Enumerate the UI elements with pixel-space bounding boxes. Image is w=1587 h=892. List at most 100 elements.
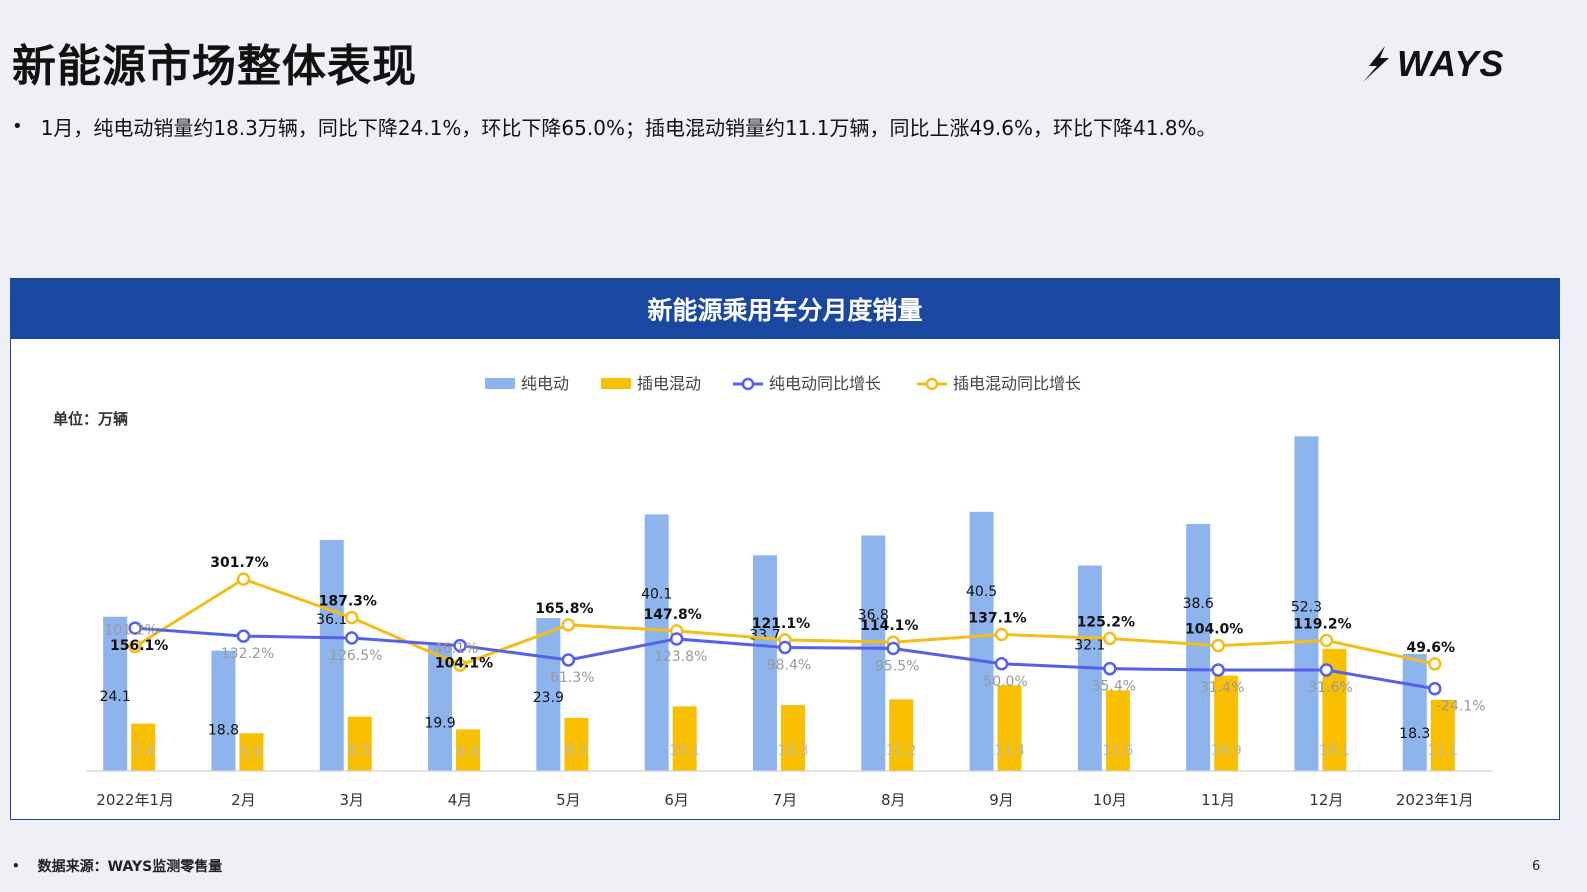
ways-logo: WAYS: [1355, 42, 1504, 86]
bev-growth-label-2: 126.5%: [329, 648, 382, 664]
bev-growth-label-4: 61.3%: [550, 670, 594, 686]
line-phev-growth-marker-3: [453, 658, 467, 672]
bar-phev-label-7: 11.2: [886, 743, 917, 759]
legend-label-1: 插电混动: [637, 374, 701, 393]
line-bev-growth-marker-10: [1211, 663, 1225, 677]
bar-bev-label-7: 36.8: [858, 607, 889, 623]
bar-bev-label-10: 38.6: [1183, 596, 1214, 612]
x-tick-label-8: 9月: [989, 791, 1014, 809]
bar-phev-0: [131, 723, 156, 771]
bar-phev-2: [347, 716, 372, 771]
bev-growth-label-11: 31.6%: [1308, 680, 1352, 696]
bar-bev-label-12: 18.3: [1399, 726, 1430, 742]
bev-growth-label-5: 123.8%: [654, 649, 707, 665]
chart-panel: 单位：万辆 纯电动 插电混动 纯电动同比增长 插电混动同比增长 2022年1月 2月 3月 4月…: [10, 278, 1560, 820]
bar-phev-6: [780, 705, 805, 771]
x-tick-label-9: 10月: [1093, 791, 1127, 809]
bar-phev-8: [997, 685, 1022, 771]
bar-bev-11: [1294, 436, 1319, 771]
bar-phev-label-10: 14.9: [1211, 743, 1242, 759]
bar-phev-label-0: 7.4: [132, 744, 154, 760]
line-phev-growth-marker-4: [561, 618, 576, 632]
bar-phev-3: [456, 729, 481, 771]
bar-bev-10: [1186, 523, 1211, 771]
bar-phev-4: [564, 717, 589, 771]
summary-text: 1月，纯电动销量约18.3万辆，同比下降24.1%，环比下降65.0%；插电混动…: [40, 116, 1217, 140]
sales-chart: 单位：万辆 纯电动 插电混动 纯电动同比增长 插电混动同比增长 2022年1月 2月 3月 4月…: [53, 374, 1493, 809]
bar-phev-label-9: 12.6: [1102, 743, 1133, 759]
phev-growth-label-11: 119.2%: [1293, 616, 1351, 632]
bev-growth-label-7: 95.5%: [875, 658, 919, 674]
x-tick-label-11: 12月: [1309, 791, 1343, 809]
bar-bev-label-8: 40.5: [966, 584, 997, 600]
bar-phev-label-8: 13.4: [994, 743, 1025, 759]
x-tick-label-12: 2023年1月: [1396, 791, 1474, 809]
legend-label-3: 插电混动同比增长: [953, 374, 1081, 393]
line-phev-growth-marker-1: [236, 572, 251, 586]
bar-bev-4: [536, 618, 561, 771]
line-bev-growth-marker-11: [1319, 663, 1334, 677]
x-tick-label-5: 6月: [664, 791, 689, 809]
page-title: 新能源市场整体表现: [12, 41, 417, 92]
line-phev-growth-marker-8: [994, 627, 1009, 642]
line-bev-growth-marker-8: [994, 657, 1009, 671]
source-text: 数据来源：WAYS监测零售量: [37, 859, 223, 875]
summary-line: • 1月，纯电动销量约18.3万辆，同比下降24.1%，环比下降65.0%；插电…: [12, 112, 1217, 141]
line-bev-growth-marker-4: [561, 653, 576, 667]
line-phev-growth-marker-2: [345, 610, 359, 625]
phev-growth-label-8: 137.1%: [968, 610, 1026, 626]
bar-bev-12: [1402, 653, 1427, 771]
phev-growth-label-6: 121.1%: [752, 616, 810, 632]
phev-growth-label-2: 187.3%: [319, 594, 377, 610]
bev-growth-label-12: -24.1%: [1436, 699, 1486, 715]
legend-marker-2: [741, 377, 755, 391]
line-phev-growth-marker-9: [1103, 631, 1117, 646]
bar-bev-6: [752, 555, 777, 771]
x-tick-label-4: 5月: [556, 791, 581, 809]
line-bev-growth-marker-9: [1103, 661, 1117, 676]
line-bev-growth-marker-2: [345, 631, 359, 645]
x-tick-label-3: 4月: [448, 791, 473, 809]
x-tick-label-7: 8月: [881, 791, 906, 809]
bev-growth-label-0: 156.1%: [110, 638, 168, 654]
line-bev-growth-marker-0: [128, 621, 142, 635]
phev-growth-label-10: 104.0%: [1185, 622, 1243, 638]
bar-bev-8: [969, 511, 994, 771]
legend-label-2: 纯电动同比增长: [769, 374, 881, 393]
legend-swatch-1: [601, 378, 631, 389]
phev-growth-label-7: 114.1%: [860, 618, 918, 634]
phev-growth-label-0: 101.2%: [104, 623, 157, 639]
line-phev-growth-marker-10: [1211, 638, 1225, 653]
bar-bev-1: [211, 650, 236, 771]
line-bev-growth-marker-5: [669, 632, 684, 646]
bar-bev-label-4: 23.9: [533, 690, 564, 706]
line-phev-growth-marker-11: [1319, 633, 1334, 648]
phev-growth-label-9: 125.2%: [1077, 614, 1135, 630]
phev-growth-label-5: 147.8%: [643, 607, 701, 623]
bar-bev-0: [103, 616, 128, 771]
bar-phev-label-5: 10.1: [669, 743, 700, 759]
line-bev-growth-marker-3: [453, 638, 467, 653]
bar-phev-9: [1105, 690, 1130, 771]
bar-bev-label-1: 18.8: [208, 723, 239, 739]
bar-bev-label-0: 24.1: [100, 689, 131, 705]
bar-phev-label-11: 19.1: [1319, 743, 1350, 759]
bev-growth-label-6: 98.4%: [767, 657, 811, 673]
bar-bev-3: [428, 643, 453, 771]
bar-bev-label-5: 40.1: [641, 586, 672, 602]
phev-growth-label-12: 49.6%: [1406, 640, 1455, 656]
line-bev-growth-marker-6: [778, 640, 792, 655]
logo-text: WAYS: [1397, 43, 1505, 84]
bullet-icon: •: [12, 859, 20, 873]
chart-title: 新能源乘用车分月度销量: [11, 279, 1559, 339]
legend-swatch-0: [485, 378, 515, 389]
line-phev-growth-marker-12: [1428, 657, 1442, 671]
x-tick-label-0: 2022年1月: [96, 791, 174, 809]
phev-growth-label-4: 165.8%: [535, 601, 593, 617]
bar-phev-label-3: 6.5: [457, 745, 479, 761]
bar-phev-label-4: 8.3: [565, 743, 587, 759]
bar-phev-5: [672, 706, 697, 771]
bar-phev-label-1: 5.9: [240, 745, 262, 761]
bar-bev-label-9: 32.1: [1074, 638, 1105, 654]
bar-bev-7: [861, 535, 886, 771]
